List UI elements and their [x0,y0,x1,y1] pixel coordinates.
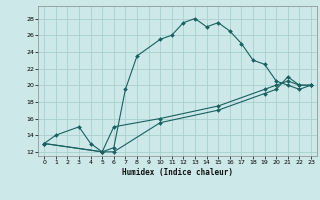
X-axis label: Humidex (Indice chaleur): Humidex (Indice chaleur) [122,168,233,177]
